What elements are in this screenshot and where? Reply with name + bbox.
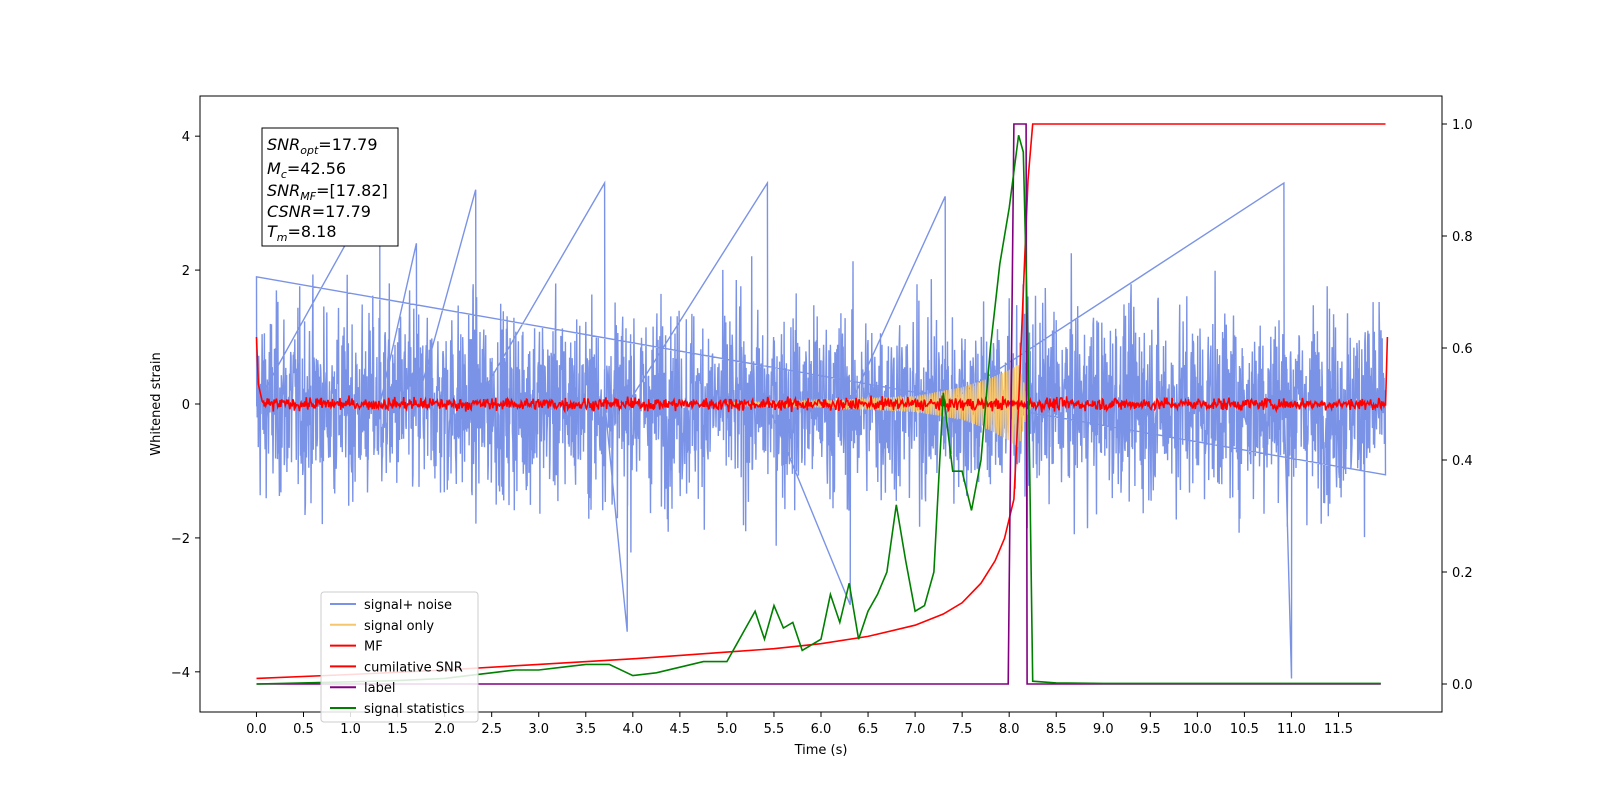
x-tick-label: 7.5 <box>952 722 973 737</box>
x-tick-label: 1.0 <box>340 722 361 737</box>
legend-label: MF <box>364 640 383 655</box>
x-tick-label: 9.5 <box>1140 722 1161 737</box>
series-layer <box>255 123 1389 685</box>
legend-label: signal+ noise <box>364 598 452 613</box>
y-axis-right: 1.0 0.8 0.6 0.4 0.2 0.0 <box>1442 118 1473 693</box>
y2-tick-label: 1.0 <box>1452 118 1473 133</box>
y-axis-label: Whitened strain <box>149 352 164 455</box>
info-line-snr-opt: SNRopt=17.79 <box>267 135 378 157</box>
x-tick-label: 6.5 <box>858 722 879 737</box>
y-tick-label: −4 <box>171 666 190 681</box>
x-tick-label: 3.5 <box>575 722 596 737</box>
x-tick-label: 0.5 <box>293 722 314 737</box>
y2-tick-label: 0.0 <box>1452 678 1473 693</box>
y2-tick-label: 0.8 <box>1452 230 1473 245</box>
x-tick-label: 4.0 <box>622 722 643 737</box>
x-tick-label: 8.5 <box>1046 722 1067 737</box>
y2-tick-label: 0.6 <box>1452 342 1473 357</box>
series-signal-statistics <box>256 134 1381 685</box>
x-tick-label: 2.0 <box>434 722 455 737</box>
y-axis-left: 4 2 0 −2 −4 <box>171 130 200 681</box>
x-tick-label: 11.0 <box>1277 722 1306 737</box>
info-line-mc: Mc=42.56 <box>267 159 346 181</box>
legend-label: label <box>364 681 395 696</box>
x-tick-label: 8.0 <box>999 722 1020 737</box>
signal-noise-layer <box>255 180 1387 679</box>
x-tick-label: 5.0 <box>717 722 738 737</box>
x-axis: 0.0 0.5 1.0 1.5 2.0 2.5 3.0 3.5 4.0 4.5 5.0 5.5 6.0 6… <box>246 712 1353 737</box>
series-cumilative-snr <box>256 123 1386 680</box>
x-tick-label: 0.0 <box>246 722 267 737</box>
y-tick-label: 0 <box>182 398 190 413</box>
y2-tick-label: 0.4 <box>1452 454 1473 469</box>
x-tick-label: 3.0 <box>528 722 549 737</box>
x-tick-label: 2.5 <box>481 722 502 737</box>
x-axis-label: Time (s) <box>794 743 848 758</box>
series-mf <box>255 336 1389 414</box>
y2-tick-label: 0.2 <box>1452 566 1473 581</box>
y-tick-label: 4 <box>182 130 190 145</box>
legend-label: cumilative SNR <box>364 660 463 675</box>
x-tick-label: 9.0 <box>1093 722 1114 737</box>
legend-label: signal only <box>364 619 434 634</box>
info-line-tm: Tm=8.18 <box>267 222 337 244</box>
legend-label: signal statistics <box>364 702 465 717</box>
x-tick-label: 4.5 <box>670 722 691 737</box>
legend: signal+ noise signal only MF cumilative SNR… <box>320 591 479 723</box>
y-tick-label: 2 <box>182 264 190 279</box>
x-tick-label: 10.0 <box>1183 722 1212 737</box>
series-signal-noise <box>255 180 1387 679</box>
info-line-snr-mf: SNRMF=[17.82] <box>267 181 388 203</box>
x-tick-label: 11.5 <box>1324 722 1353 737</box>
x-tick-label: 5.5 <box>764 722 785 737</box>
x-tick-label: 6.0 <box>811 722 832 737</box>
y-tick-label: −2 <box>171 532 190 547</box>
info-line-csnr: CSNR=17.79 <box>267 202 371 221</box>
info-box: SNRopt=17.79 Mc=42.56 SNRMF=[17.82] CSNR… <box>261 127 399 247</box>
x-tick-label: 1.5 <box>387 722 408 737</box>
x-tick-label: 7.0 <box>905 722 926 737</box>
x-tick-label: 10.5 <box>1230 722 1259 737</box>
